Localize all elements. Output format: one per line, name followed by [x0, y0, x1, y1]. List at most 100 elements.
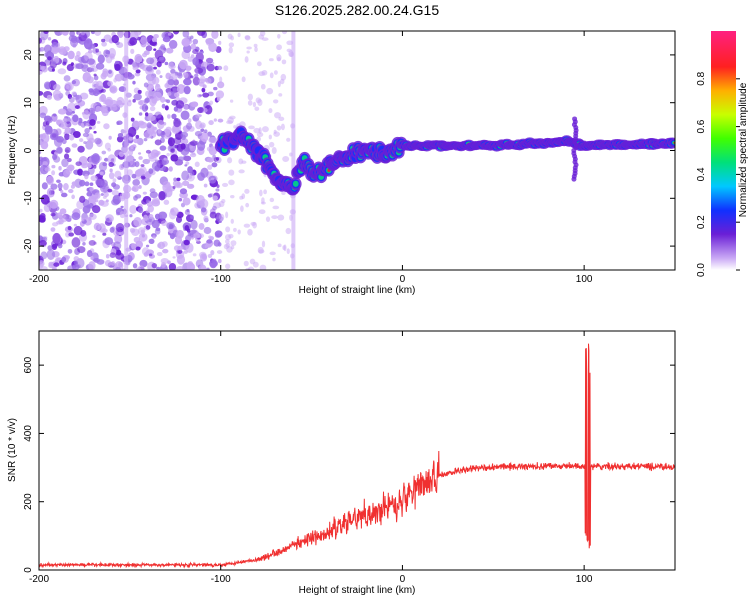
noise-speckle [260, 83, 266, 90]
noise-speckle [58, 48, 67, 55]
noise-speckle [65, 214, 72, 222]
noise-speckle [261, 69, 268, 76]
noise-speckle [259, 264, 267, 270]
noise-speckle [269, 141, 275, 148]
spectrogram-content [39, 31, 675, 270]
noise-speckle [174, 182, 183, 189]
noise-speckle [153, 48, 157, 51]
noise-speckle [53, 262, 60, 267]
noise-speckle [181, 170, 190, 181]
noise-speckle [52, 232, 61, 244]
noise-speckle [100, 88, 106, 93]
noise-speckle [70, 62, 74, 66]
noise-speckle [67, 225, 72, 231]
noise-speckle [224, 239, 230, 244]
noise-speckle [183, 104, 189, 110]
noise-speckle [80, 122, 85, 126]
noise-speckle [103, 123, 110, 130]
noise-speckle [185, 242, 194, 253]
x-tick-label: 0 [400, 274, 406, 285]
noise-speckle [225, 211, 229, 219]
snr-x-label: Height of straight line (km) [299, 585, 416, 596]
noise-speckle [176, 177, 181, 182]
colorbar-tick-label: 0.8 [696, 71, 707, 85]
noise-speckle [208, 146, 218, 156]
noise-speckle [47, 117, 53, 123]
noise-speckle [208, 136, 218, 144]
colorbar-tick-label: 0.2 [696, 215, 707, 229]
snr-panel: -200 -100 0 100 0 200 400 600 Height of straig… [7, 330, 676, 596]
noise-speckle [166, 222, 175, 230]
noise-speckle [63, 183, 69, 191]
noise-speckle [110, 56, 115, 60]
noise-speckle [74, 105, 80, 109]
noise-speckle [186, 209, 190, 213]
noise-speckle [247, 100, 253, 106]
noise-speckle [162, 36, 171, 43]
noise-speckle [151, 263, 158, 269]
noise-speckle [139, 100, 143, 106]
noise-speckle [202, 92, 210, 98]
noise-speckle [163, 199, 170, 205]
noise-speckle [201, 87, 206, 93]
noise-speckle [245, 202, 250, 208]
noise-speckle [154, 83, 161, 91]
noise-speckle [67, 265, 75, 270]
noise-speckle [217, 242, 222, 247]
noise-speckle [203, 215, 209, 222]
noise-speckle [175, 266, 185, 270]
noise-speckle [133, 93, 142, 101]
spectrogram-y-label: Frequency (Hz) [7, 116, 18, 185]
noise-speckle [113, 77, 118, 83]
noise-speckle [138, 156, 143, 160]
noise-speckle [39, 156, 44, 162]
noise-speckle [268, 134, 272, 140]
noise-speckle [132, 98, 136, 103]
noise-speckle [60, 121, 68, 130]
noise-speckle [46, 94, 52, 100]
noise-speckle [70, 184, 76, 189]
noise-speckle [182, 31, 190, 38]
noise-speckle [189, 152, 197, 158]
noise-speckle [247, 228, 253, 236]
noise-speckle [139, 166, 147, 177]
noise-speckle [190, 54, 195, 59]
noise-speckle [95, 48, 100, 53]
noise-speckle [148, 238, 155, 244]
noise-speckle [187, 118, 192, 123]
noise-speckle [81, 163, 88, 169]
noise-speckle [210, 250, 215, 256]
noise-speckle [173, 137, 182, 145]
noise-speckle [256, 132, 264, 138]
noise-speckle [192, 38, 199, 45]
noise-speckle [180, 110, 190, 121]
noise-speckle [285, 227, 292, 235]
noise-speckle [158, 191, 166, 201]
noise-speckle [244, 56, 249, 63]
noise-speckle [168, 39, 178, 49]
noise-speckle [85, 122, 89, 127]
noise-speckle [198, 59, 203, 64]
noise-speckle [93, 257, 100, 263]
noise-speckle [190, 194, 197, 200]
noise-speckle [127, 126, 137, 138]
noise-speckle [205, 57, 214, 64]
noise-speckle [177, 72, 183, 79]
noise-speckle [93, 73, 97, 77]
noise-speckle [200, 128, 205, 132]
noise-speckle [259, 189, 263, 197]
snr-y-ticks: 0 200 400 600 [23, 356, 675, 573]
noise-speckle [277, 33, 281, 39]
noise-speckle [93, 75, 99, 81]
noise-speckle [115, 252, 125, 260]
noise-speckle [57, 182, 63, 190]
noise-speckle [52, 61, 56, 65]
noise-speckle [103, 157, 109, 162]
noise-speckle [286, 248, 290, 255]
noise-speckle [190, 43, 197, 50]
noise-speckle [40, 141, 49, 150]
noise-speckle [101, 150, 107, 155]
noise-speckle [84, 173, 89, 180]
noise-speckle [51, 164, 56, 169]
noise-speckle [255, 97, 262, 104]
